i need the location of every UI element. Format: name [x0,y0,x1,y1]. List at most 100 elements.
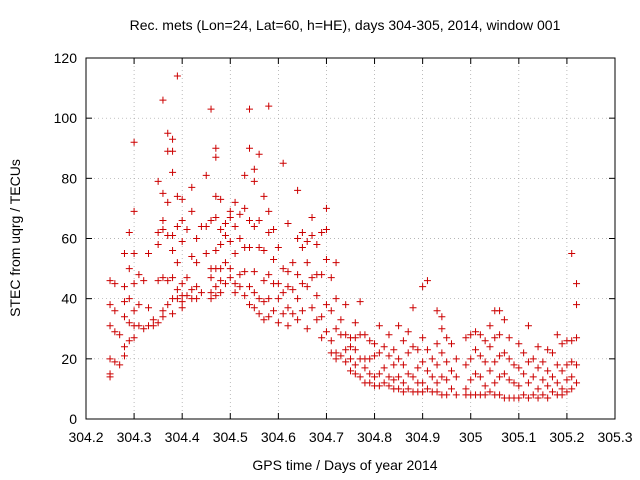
data-point [202,250,210,258]
data-point [159,225,167,233]
data-point [573,361,581,369]
data-point [486,367,494,375]
data-point [332,259,340,267]
data-point [173,192,181,200]
data-point [371,373,379,381]
data-point [399,379,407,387]
data-point [202,222,210,230]
data-point [289,310,297,318]
data-point [342,358,350,366]
data-point [539,376,547,384]
data-point [322,301,330,309]
data-point [438,313,446,321]
data-point [120,250,128,258]
data-point [419,388,427,396]
data-point [255,310,263,318]
data-point [433,340,441,348]
data-point [515,340,523,348]
data-point [356,373,364,381]
data-point [399,388,407,396]
data-point [327,307,335,315]
data-point [116,331,124,339]
data-point [337,316,345,324]
data-point [544,367,552,375]
data-point [221,280,229,288]
data-point [236,210,244,218]
data-point [563,376,571,384]
data-point [529,391,537,399]
data-point [130,250,138,258]
x-tick-label: 304.8 [357,429,392,445]
data-point [438,373,446,381]
x-tick-label: 304.6 [261,429,296,445]
data-point [500,349,508,357]
data-point [496,373,504,381]
data-point [433,361,441,369]
data-point [332,355,340,363]
data-point [558,340,566,348]
data-point [212,247,220,255]
data-points [106,72,581,402]
data-point [491,334,499,342]
data-point [284,219,292,227]
data-point [404,328,412,336]
data-point [178,280,186,288]
data-point [385,331,393,339]
data-point [246,144,254,152]
data-point [568,337,576,345]
data-point [178,304,186,312]
data-point [505,355,513,363]
data-point [260,316,268,324]
data-point [298,307,306,315]
data-point [342,346,350,354]
data-point [169,147,177,155]
data-point [476,331,484,339]
data-point [294,271,302,279]
data-point [212,292,220,300]
data-point [284,283,292,291]
data-point [553,361,561,369]
data-point [173,295,181,303]
data-point [265,295,273,303]
x-tick-label: 304.9 [405,429,440,445]
data-point [140,277,148,285]
data-point [332,349,340,357]
data-point [347,367,354,375]
data-point [188,253,196,261]
y-tick-label: 120 [54,50,78,66]
data-point [217,265,225,273]
data-point [438,325,446,333]
data-point [279,159,287,167]
data-point [241,204,249,212]
data-point [520,391,528,399]
data-point [491,379,499,387]
data-point [188,286,196,294]
data-point [366,355,374,363]
data-point [255,150,263,158]
data-point [322,204,330,212]
data-point [173,286,181,294]
data-point [111,307,119,315]
data-point [250,304,258,312]
data-point [294,235,302,242]
data-point [241,292,249,300]
data-point [481,382,489,390]
data-point [568,385,576,393]
data-point [568,358,576,366]
data-point [120,298,128,306]
data-point [265,313,273,321]
data-point [212,144,220,152]
data-point [515,364,523,372]
data-point [486,322,494,330]
data-point [154,319,162,327]
data-point [462,361,470,369]
data-point [274,295,282,303]
data-point [322,256,330,264]
data-point [173,72,181,80]
data-point [125,295,133,303]
data-point [318,228,326,236]
data-point [371,352,379,360]
data-point [154,177,162,185]
data-point [207,274,215,282]
data-point [226,265,234,273]
